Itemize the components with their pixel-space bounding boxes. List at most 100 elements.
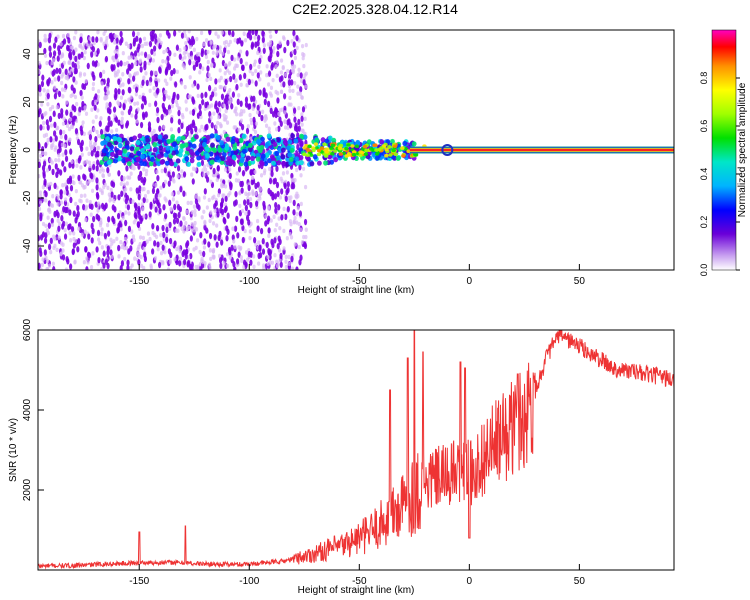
heatmap-cell (117, 142, 123, 149)
heatmap-cell (413, 153, 419, 157)
heatmap-cell (298, 210, 303, 217)
heatmap-cell (239, 180, 243, 188)
heatmap-cell (169, 127, 174, 132)
heatmap-cell (212, 147, 218, 153)
heatmap-cell (249, 136, 253, 141)
heatmap-cell (299, 86, 303, 93)
heatmap-cell (256, 72, 260, 79)
heatmap-cell (230, 103, 234, 110)
heatmap-cell (269, 107, 273, 115)
heatmap-cell (164, 48, 169, 53)
heatmap-cell (226, 212, 230, 219)
heatmap-cell (49, 123, 54, 128)
heatmap-cell (38, 206, 42, 212)
heatmap-cell (159, 40, 163, 46)
heatmap-cell (123, 99, 128, 104)
heatmap-cell (392, 144, 398, 148)
heatmap-cell (142, 161, 148, 167)
heatmap-cell (70, 45, 74, 50)
heatmap-cell (182, 171, 187, 178)
heatmap-cell (277, 235, 281, 242)
heatmap-cell (225, 235, 229, 242)
heatmap-cell (170, 191, 174, 197)
heatmap-cell (233, 66, 237, 71)
heatmap-cell (88, 199, 92, 205)
heatmap-cell (175, 217, 180, 224)
heatmap-cell (303, 218, 308, 226)
heatmap-cell (112, 239, 116, 244)
heatmap-cell (106, 185, 110, 191)
heatmap-cell (180, 226, 184, 231)
heatmap-cell (82, 259, 87, 265)
heatmap-cell (181, 114, 185, 120)
heatmap-cell (132, 237, 136, 243)
heatmap-cell (192, 60, 196, 66)
heatmap-cell (38, 92, 42, 97)
heatmap-cell (165, 226, 169, 234)
heatmap-cell (274, 106, 278, 114)
snr-x-axis: -150 -100 -50 0 50 (129, 564, 585, 587)
heatmap-cell (59, 251, 64, 256)
heatmap-cell (92, 127, 96, 132)
heatmap-cell (170, 133, 176, 140)
heatmap-cell (246, 198, 250, 206)
heatmap-cell (55, 67, 59, 74)
colorbar-label: Normalized spectral amplitude (737, 82, 748, 217)
heatmap-cell (110, 129, 114, 134)
heatmap-cell (63, 143, 67, 149)
heatmap-cell (73, 68, 77, 75)
heatmap-cell (142, 75, 146, 80)
heatmap-cell (299, 78, 304, 84)
heatmap-cell (106, 91, 110, 96)
heatmap-cell (99, 128, 104, 136)
heatmap-cell (284, 72, 288, 77)
heatmap-cell (275, 136, 281, 143)
heatmap-cell (48, 45, 52, 52)
heatmap-cell (155, 224, 160, 232)
heatmap-cell (159, 185, 163, 190)
heatmap-cell (158, 125, 162, 132)
heatmap-cell (64, 75, 68, 80)
heatmap-cell (263, 168, 267, 173)
heatmap-cell (279, 58, 284, 63)
heatmap-cell (207, 197, 211, 203)
heatmap-cell (117, 150, 123, 156)
heatmap-cell (258, 89, 262, 96)
heatmap-cell (69, 148, 73, 155)
heatmap-cell (190, 136, 196, 143)
heatmap-cell (278, 76, 282, 83)
heatmap-cell (230, 54, 234, 62)
heatmap-cell (96, 159, 100, 166)
heatmap-cell (119, 60, 123, 67)
heatmap-cell (168, 109, 172, 114)
heatmap-cell (296, 206, 300, 211)
heatmap-cell (215, 49, 219, 54)
heatmap-cell (266, 215, 271, 222)
heatmap-cell (293, 215, 297, 221)
heatmap-cell (254, 121, 258, 126)
heatmap-cell (254, 68, 258, 74)
heatmap-cell (100, 134, 106, 140)
heatmap-cell (72, 87, 76, 94)
heatmap-cell (266, 100, 271, 108)
heatmap-cell (211, 195, 215, 201)
heatmap-cell (168, 259, 172, 265)
heatmap-cell (213, 44, 218, 49)
heatmap-cell (206, 65, 210, 72)
heatmap-cell (198, 109, 202, 117)
heatmap-cell (254, 182, 258, 190)
heatmap-cell (147, 125, 152, 133)
heatmap-cell (224, 205, 228, 212)
heatmap-cell (290, 133, 296, 139)
heatmap-cell (106, 77, 110, 85)
heatmap-cell (116, 226, 121, 233)
heatmap-cell (145, 239, 149, 244)
heatmap-cell (198, 70, 202, 75)
heatmap-cell (215, 170, 219, 176)
heatmap-cell (64, 155, 69, 162)
heatmap-cell (44, 190, 48, 198)
heatmap-cell (244, 204, 248, 212)
heatmap-cell (51, 70, 55, 77)
heatmap-cell (113, 40, 117, 45)
heatmap-cell (338, 152, 343, 156)
